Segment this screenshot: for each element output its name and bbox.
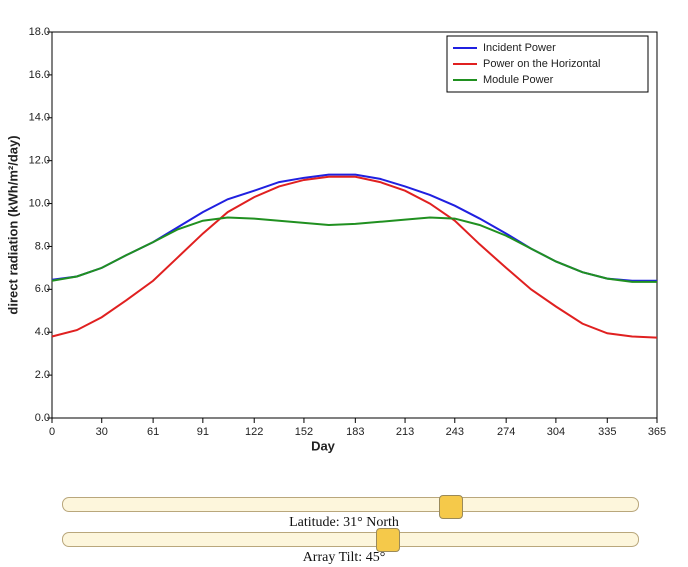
x-tick-label: 213: [396, 426, 414, 438]
slider-track[interactable]: [62, 532, 639, 547]
y-tick-label: 14.0: [29, 112, 50, 124]
x-tick-label: 30: [96, 426, 108, 438]
y-tick-label: 10.0: [29, 197, 50, 209]
x-tick-label: 243: [446, 426, 464, 438]
y-tick-label: 4.0: [35, 326, 50, 338]
legend-label: Incident Power: [483, 42, 556, 54]
slider-handle[interactable]: [376, 528, 400, 552]
x-tick-label: 61: [147, 426, 159, 438]
x-tick-label: 304: [547, 426, 565, 438]
legend-label: Module Power: [483, 74, 554, 86]
y-axis-label: direct radiation (kWh/m²/day): [5, 135, 20, 314]
y-tick-label: 0.0: [35, 412, 50, 424]
y-tick-label: 6.0: [35, 283, 50, 295]
slider-handle[interactable]: [439, 495, 463, 519]
x-tick-label: 152: [295, 426, 313, 438]
series-line: [51, 175, 658, 339]
y-tick-label: 18.0: [29, 26, 50, 38]
x-tick-label: 274: [497, 426, 515, 438]
x-tick-label: 183: [346, 426, 364, 438]
y-tick-label: 12.0: [29, 155, 50, 167]
latitude-label: Latitude: 31° North: [289, 515, 399, 530]
x-tick-label: 91: [197, 426, 209, 438]
tilt-label: Array Tilt: 45°: [302, 550, 386, 565]
legend-label: Power on the Horizontal: [483, 58, 600, 70]
plot-area: [51, 31, 658, 419]
y-tick-label: 16.0: [29, 69, 50, 81]
x-tick-label: 335: [598, 426, 616, 438]
chart: Day direct radiation (kWh/m²/day) 0.0 2.0…: [5, 26, 666, 454]
series-line: [51, 216, 657, 283]
x-tick-label: 365: [648, 426, 666, 438]
x-tick-label: 122: [245, 426, 263, 438]
slider-track[interactable]: [62, 497, 639, 512]
x-tick-label: 0: [49, 426, 55, 438]
x-axis-label: Day: [311, 438, 336, 453]
y-tick-label: 8.0: [35, 240, 50, 252]
y-tick-label: 2.0: [35, 369, 50, 381]
legend-box: [446, 35, 649, 93]
